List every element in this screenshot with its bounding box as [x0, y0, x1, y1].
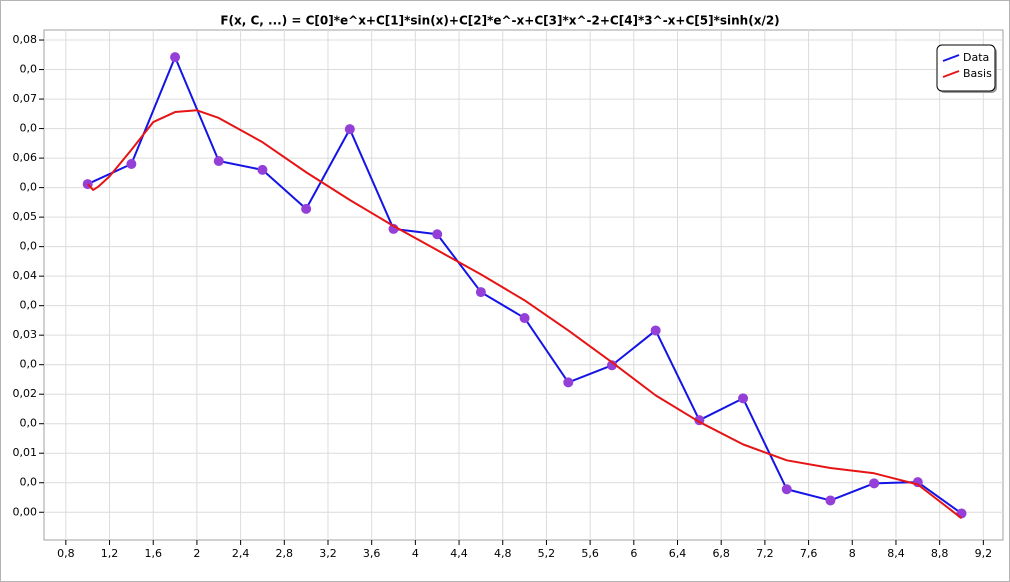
x-tick-label: 8,8: [931, 547, 949, 560]
x-tick-label: 4: [412, 547, 419, 560]
data-point: [606, 360, 617, 371]
y-tick-label: 0,0: [20, 299, 38, 312]
plot-area: [43, 29, 1004, 541]
x-tick-label: 2: [193, 547, 200, 560]
x-tick-label: 1,2: [101, 547, 119, 560]
x-tick-label: 0,8: [57, 547, 75, 560]
x-tick-label: 3,6: [363, 547, 381, 560]
data-point: [519, 313, 530, 324]
y-tick-label: 0,0: [20, 122, 38, 135]
series-line: [86, 109, 963, 519]
x-tick-label: 6,8: [712, 547, 730, 560]
data-point: [650, 325, 661, 336]
data-point: [301, 203, 312, 214]
y-tick-label: 0,0: [20, 417, 38, 430]
y-tick-label: 0,0: [20, 476, 38, 489]
data-point: [126, 158, 137, 169]
y-tick-label: 0,04: [13, 269, 38, 282]
x-tick-label: 9,2: [975, 547, 993, 560]
x-tick-label: 6,4: [669, 547, 687, 560]
legend-label: Data: [963, 51, 989, 64]
legend-swatch: [942, 54, 960, 62]
y-tick-label: 0,07: [13, 92, 38, 105]
data-point: [869, 478, 880, 489]
y-tick-label: 0,00: [13, 505, 38, 518]
data-point: [170, 52, 181, 63]
x-tick-label: 1,6: [144, 547, 162, 560]
x-tick-label: 7,6: [800, 547, 818, 560]
y-tick-label: 0,0: [20, 240, 38, 253]
y-tick-label: 0,0: [20, 63, 38, 76]
legend-swatch: [942, 70, 960, 78]
y-tick-label: 0,0: [20, 181, 38, 194]
x-tick-label: 6: [630, 547, 637, 560]
x-tick-label: 2,8: [276, 547, 294, 560]
y-tick-label: 0,05: [13, 210, 38, 223]
data-point: [563, 377, 574, 388]
legend: [936, 44, 996, 92]
data-point: [432, 229, 443, 240]
x-tick-label: 4,8: [494, 547, 512, 560]
data-point: [344, 124, 355, 135]
data-point: [825, 495, 836, 506]
x-tick-label: 2,4: [232, 547, 250, 560]
x-tick-label: 8: [849, 547, 856, 560]
y-tick-label: 0,08: [13, 33, 38, 46]
x-tick-label: 5,2: [538, 547, 556, 560]
y-tick-label: 0,03: [13, 328, 38, 341]
x-tick-label: 8,4: [887, 547, 905, 560]
x-tick-label: 4,4: [450, 547, 468, 560]
y-tick-label: 0,06: [13, 151, 38, 164]
data-point: [781, 484, 792, 495]
x-tick-label: 5,6: [581, 547, 599, 560]
legend-label: Basis: [963, 67, 992, 80]
x-tick-label: 7,2: [756, 547, 774, 560]
chart-title: F(x, C, ...) = C[0]*e^x+C[1]*sin(x)+C[2]…: [220, 14, 779, 28]
y-tick-label: 0,02: [13, 387, 38, 400]
data-point: [475, 287, 486, 298]
data-point: [738, 393, 749, 404]
y-tick-label: 0,0: [20, 358, 38, 371]
y-tick-label: 0,01: [13, 446, 38, 459]
x-tick-label: 3,2: [319, 547, 337, 560]
data-point: [257, 164, 268, 175]
data-point: [213, 156, 224, 167]
